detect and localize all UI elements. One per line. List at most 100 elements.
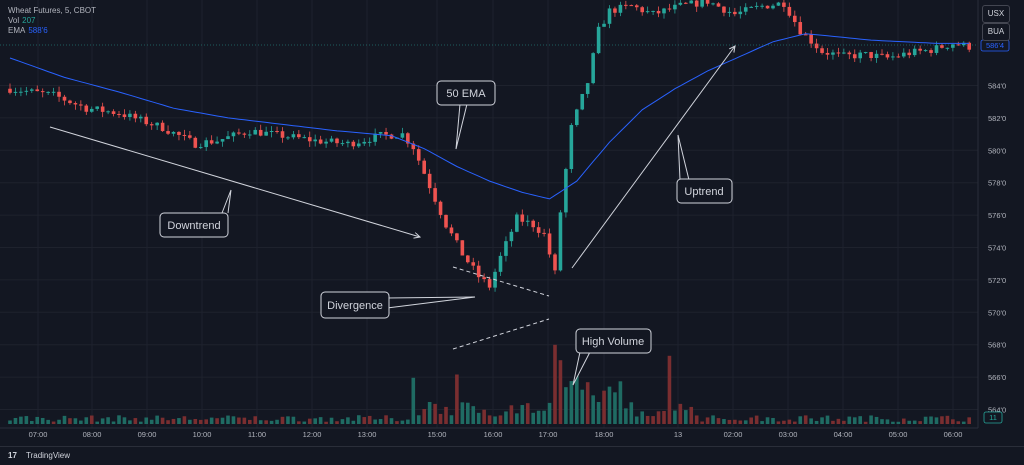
- candle-body: [885, 54, 890, 58]
- tradingview-brand[interactable]: TradingView: [26, 451, 71, 460]
- candle-body: [73, 103, 78, 105]
- candle-body: [880, 53, 884, 55]
- candle-body: [286, 137, 290, 139]
- volume-bar: [874, 416, 879, 424]
- candle-body: [79, 104, 83, 106]
- candle-body: [831, 52, 835, 55]
- volume-bar: [291, 416, 296, 424]
- candle-body: [858, 52, 862, 59]
- volume-bar: [30, 421, 34, 424]
- volume-bar: [787, 419, 792, 424]
- candle-body: [275, 130, 279, 132]
- volume-bar: [782, 420, 786, 424]
- volume-bar: [8, 420, 12, 424]
- volume-bar: [471, 406, 476, 424]
- volume-bar: [411, 377, 416, 424]
- tradingview-logo[interactable]: 17: [8, 451, 17, 460]
- volume-bar: [662, 410, 666, 424]
- candle-body: [667, 8, 672, 10]
- volume-bar: [945, 415, 950, 424]
- candle-body: [487, 279, 492, 288]
- volume-bar: [553, 344, 557, 424]
- candle-body: [891, 56, 895, 58]
- candle-body: [476, 265, 481, 278]
- candle-body: [754, 5, 759, 7]
- candle-body: [907, 52, 912, 56]
- volume-bar: [482, 409, 486, 424]
- candle-body: [564, 169, 568, 213]
- volume-bar: [237, 417, 241, 424]
- candle-body: [711, 3, 715, 5]
- price-axis[interactable]: 584'0 582'0 580'0 578'0 576'0 574'0 572'0 570'0…: [988, 82, 1006, 415]
- candle-body: [787, 6, 792, 16]
- volume-bar: [912, 420, 917, 424]
- volume-bar: [209, 417, 214, 424]
- time-tick-label: 13: [674, 430, 682, 439]
- candle-body: [139, 116, 143, 119]
- candle-body: [13, 91, 18, 93]
- unit-button[interactable]: BUA: [982, 23, 1010, 41]
- time-tick-label: 16:00: [484, 430, 503, 439]
- price-tick-label: 566'0: [988, 373, 1006, 382]
- volume-bar: [198, 419, 203, 424]
- time-tick-label: 12:00: [303, 430, 322, 439]
- volume-bar: [814, 420, 819, 424]
- volume-bar: [357, 415, 361, 424]
- candle-body: [929, 50, 933, 53]
- candle-body: [378, 132, 383, 134]
- volume-bar: [487, 415, 492, 424]
- volume-legend: Vol 207: [8, 16, 96, 26]
- candle-body: [700, 0, 704, 7]
- volume-bar: [160, 417, 165, 424]
- volume-bar: [575, 374, 579, 424]
- candle-body: [896, 56, 901, 58]
- volume-bar: [24, 416, 29, 424]
- time-tick-label: 07:00: [29, 430, 48, 439]
- volume-bar: [591, 395, 595, 424]
- volume-bar: [711, 415, 715, 424]
- candle-body: [466, 255, 470, 263]
- candle-body: [411, 143, 416, 150]
- volume-legend-value: 207: [22, 16, 36, 25]
- candle-body: [220, 139, 225, 142]
- candle-body: [733, 11, 737, 15]
- volume-bar: [493, 416, 497, 424]
- price-chart[interactable]: Downtrend 50 EMA Divergence Uptrend High…: [0, 0, 1024, 447]
- volume-bar: [188, 419, 192, 424]
- candle-body: [242, 133, 247, 135]
- candle-body: [575, 109, 579, 126]
- time-tick-label: 15:00: [428, 430, 447, 439]
- candle-body: [624, 4, 628, 6]
- volume-bar: [466, 402, 470, 424]
- chart-title: Wheat Futures, 5, CBOT: [8, 6, 97, 15]
- ema-callout-pointer: [455, 103, 468, 150]
- volume-divergence-line: [452, 318, 550, 350]
- candle-body: [825, 52, 830, 55]
- candle-body: [940, 45, 944, 48]
- candle-body: [782, 2, 786, 7]
- candle-body: [602, 23, 606, 27]
- volume-bar: [275, 419, 279, 424]
- currency-button[interactable]: USX: [982, 5, 1010, 23]
- volume-bar: [733, 419, 737, 424]
- volume-bar: [525, 403, 530, 424]
- candle-body: [678, 2, 683, 5]
- price-tick-label: 584'0: [988, 82, 1006, 91]
- volume-bar: [215, 418, 219, 424]
- volume-bar: [694, 415, 699, 424]
- time-axis[interactable]: 07:00 08:00 09:00 10:00 11:00 12:00 13:00 15:00…: [29, 430, 963, 439]
- candle-body: [280, 131, 285, 138]
- volume-bar: [629, 402, 634, 424]
- candle-body: [504, 241, 508, 256]
- divergence-callout-pointer: [386, 296, 476, 309]
- candle-body: [253, 129, 258, 135]
- candle-body: [269, 130, 274, 132]
- candle-body: [749, 6, 753, 8]
- volume-bar: [231, 416, 236, 424]
- candle-body: [547, 233, 552, 255]
- volume-bar: [367, 415, 372, 424]
- volume-bar: [967, 417, 971, 424]
- volume-bar: [280, 416, 285, 424]
- volume-bar: [793, 421, 797, 424]
- candle-body: [209, 140, 214, 144]
